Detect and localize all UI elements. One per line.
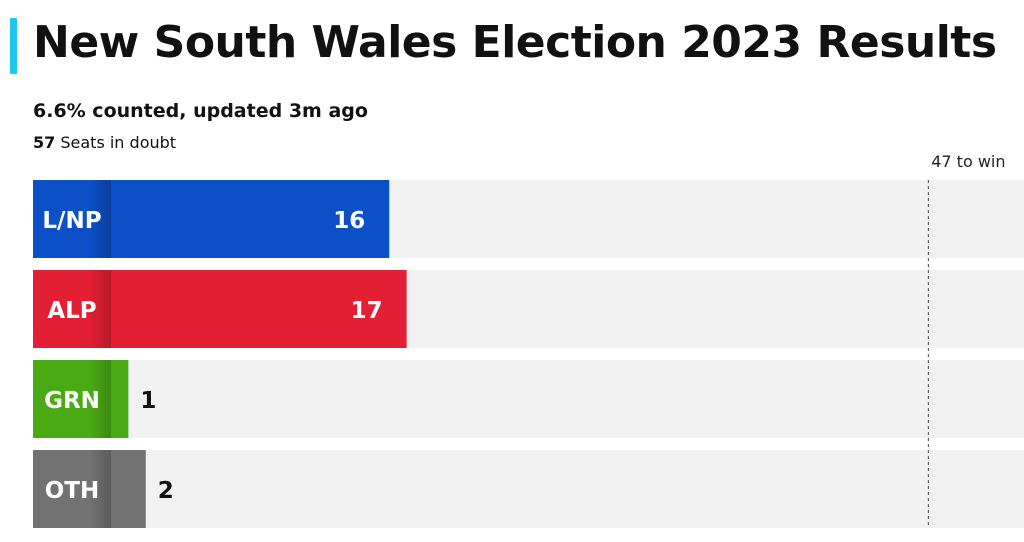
party-label-block-alp xyxy=(33,270,111,348)
page-title: New South Wales Election 2023 Results xyxy=(33,17,997,68)
bar-oth xyxy=(111,450,146,528)
party-label-grn: GRN xyxy=(44,388,100,414)
bar-track-grn xyxy=(33,360,1024,438)
bar-track-oth xyxy=(33,450,1024,528)
seats-in-doubt: 57 Seats in doubt xyxy=(33,132,176,154)
bar-l-np xyxy=(111,180,390,258)
win-threshold-label: 47 to win xyxy=(931,152,1005,171)
party-label-block-oth xyxy=(33,450,111,528)
party-label-l-np: L/NP xyxy=(42,208,101,234)
title-accent-bar xyxy=(10,18,17,74)
value-label-oth: 2 xyxy=(158,478,174,504)
party-label-alp: ALP xyxy=(47,298,96,324)
party-label-block-grn xyxy=(33,360,111,438)
bar-grn xyxy=(111,360,129,438)
value-label-grn: 1 xyxy=(140,388,156,414)
party-label-block-l-np xyxy=(33,180,111,258)
seats-in-doubt-count: 57 xyxy=(33,133,56,152)
party-label-oth: OTH xyxy=(45,478,100,504)
bar-alp xyxy=(111,270,407,348)
value-label-l-np: 16 xyxy=(333,208,365,234)
seats-in-doubt-label: Seats in doubt xyxy=(60,133,177,152)
counted-status: 6.6% counted, updated 3m ago xyxy=(33,100,368,122)
value-label-alp: 17 xyxy=(351,298,383,324)
